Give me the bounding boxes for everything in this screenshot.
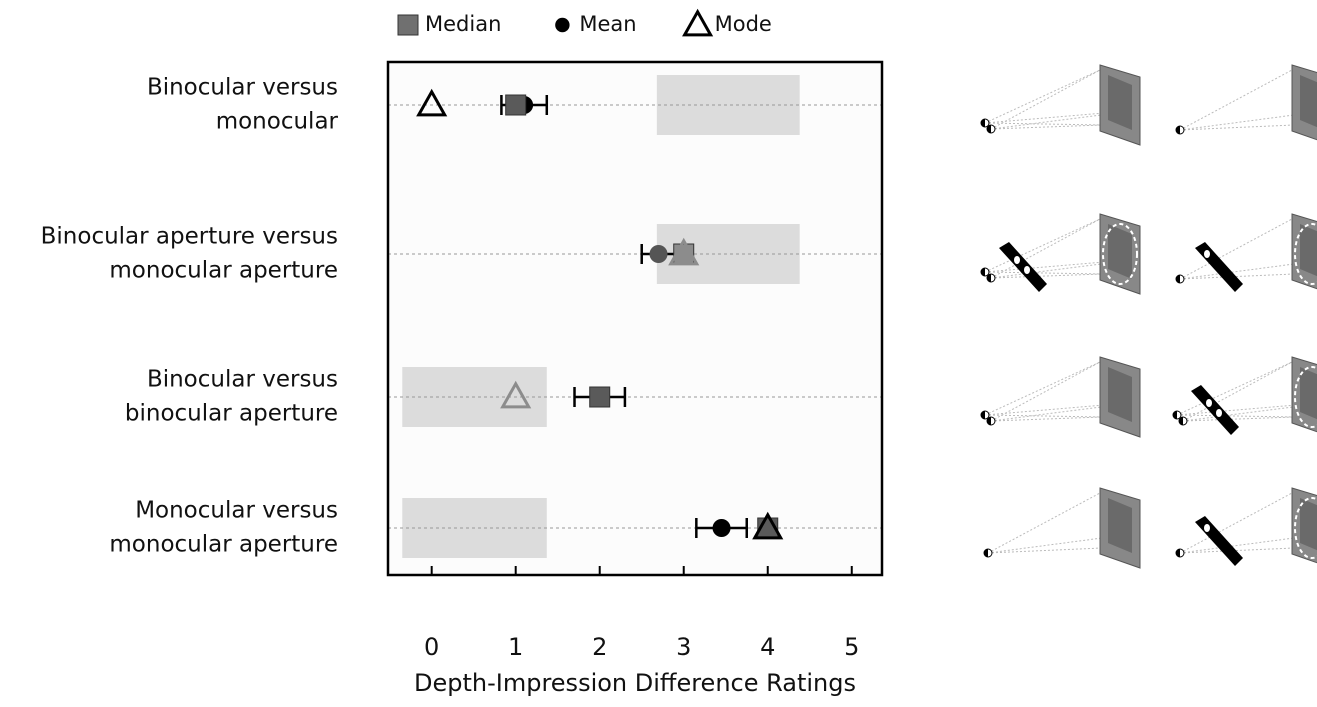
mean-marker (650, 245, 668, 263)
sight-line (988, 493, 1100, 553)
category-label: monocular (216, 109, 339, 135)
category-label: Binocular versus (147, 75, 338, 101)
x-tick-label: 5 (844, 633, 859, 661)
sight-line (985, 70, 1100, 123)
median-marker (506, 95, 526, 115)
aperture-hole (1204, 524, 1210, 532)
category-label: monocular aperture (109, 258, 338, 284)
x-tick-label: 0 (424, 633, 439, 661)
mean-marker (713, 519, 731, 537)
category-label: binocular aperture (125, 401, 338, 427)
sight-line (991, 70, 1100, 129)
legend-item: Mode (685, 12, 772, 36)
x-tick-label: 2 (592, 633, 607, 661)
aperture (1191, 385, 1239, 435)
category-label: Binocular versus (147, 367, 338, 393)
sight-line (985, 219, 1100, 272)
sight-line (1180, 70, 1292, 130)
aperture (999, 242, 1047, 292)
legend-marker (398, 15, 418, 35)
page: {"chart_data": { "type": "dot", "categor… (0, 0, 1317, 707)
sight-line (991, 362, 1100, 421)
category-label: Monocular versus (135, 498, 338, 524)
median-marker (590, 387, 610, 407)
aperture-hole (1024, 266, 1030, 274)
x-axis-label: Depth-Impression Difference Ratings (414, 669, 856, 697)
x-tick-label: 4 (760, 633, 775, 661)
legend-label: Mode (715, 12, 772, 36)
condition-icons (981, 65, 1317, 568)
aperture-hole (1204, 250, 1210, 258)
legend-marker (555, 18, 569, 32)
aperture-hole (1216, 409, 1222, 417)
x-tick-label: 3 (676, 633, 691, 661)
legend-label: Mean (579, 12, 636, 36)
sight-line (985, 362, 1100, 415)
aperture-hole (1014, 256, 1020, 264)
chart: Depth-Impression Difference Ratings 0 1 2 3… (0, 0, 1317, 707)
aperture-hole (1206, 399, 1212, 407)
sight-line (1177, 362, 1292, 415)
legend-marker (685, 12, 711, 35)
legend-label: Median (425, 12, 501, 36)
category-label: Binocular aperture versus (41, 224, 338, 250)
legend-item: Mean (555, 12, 636, 36)
category-label: monocular aperture (109, 532, 338, 558)
legend-item: Median (398, 12, 501, 36)
x-tick-label: 1 (508, 633, 523, 661)
